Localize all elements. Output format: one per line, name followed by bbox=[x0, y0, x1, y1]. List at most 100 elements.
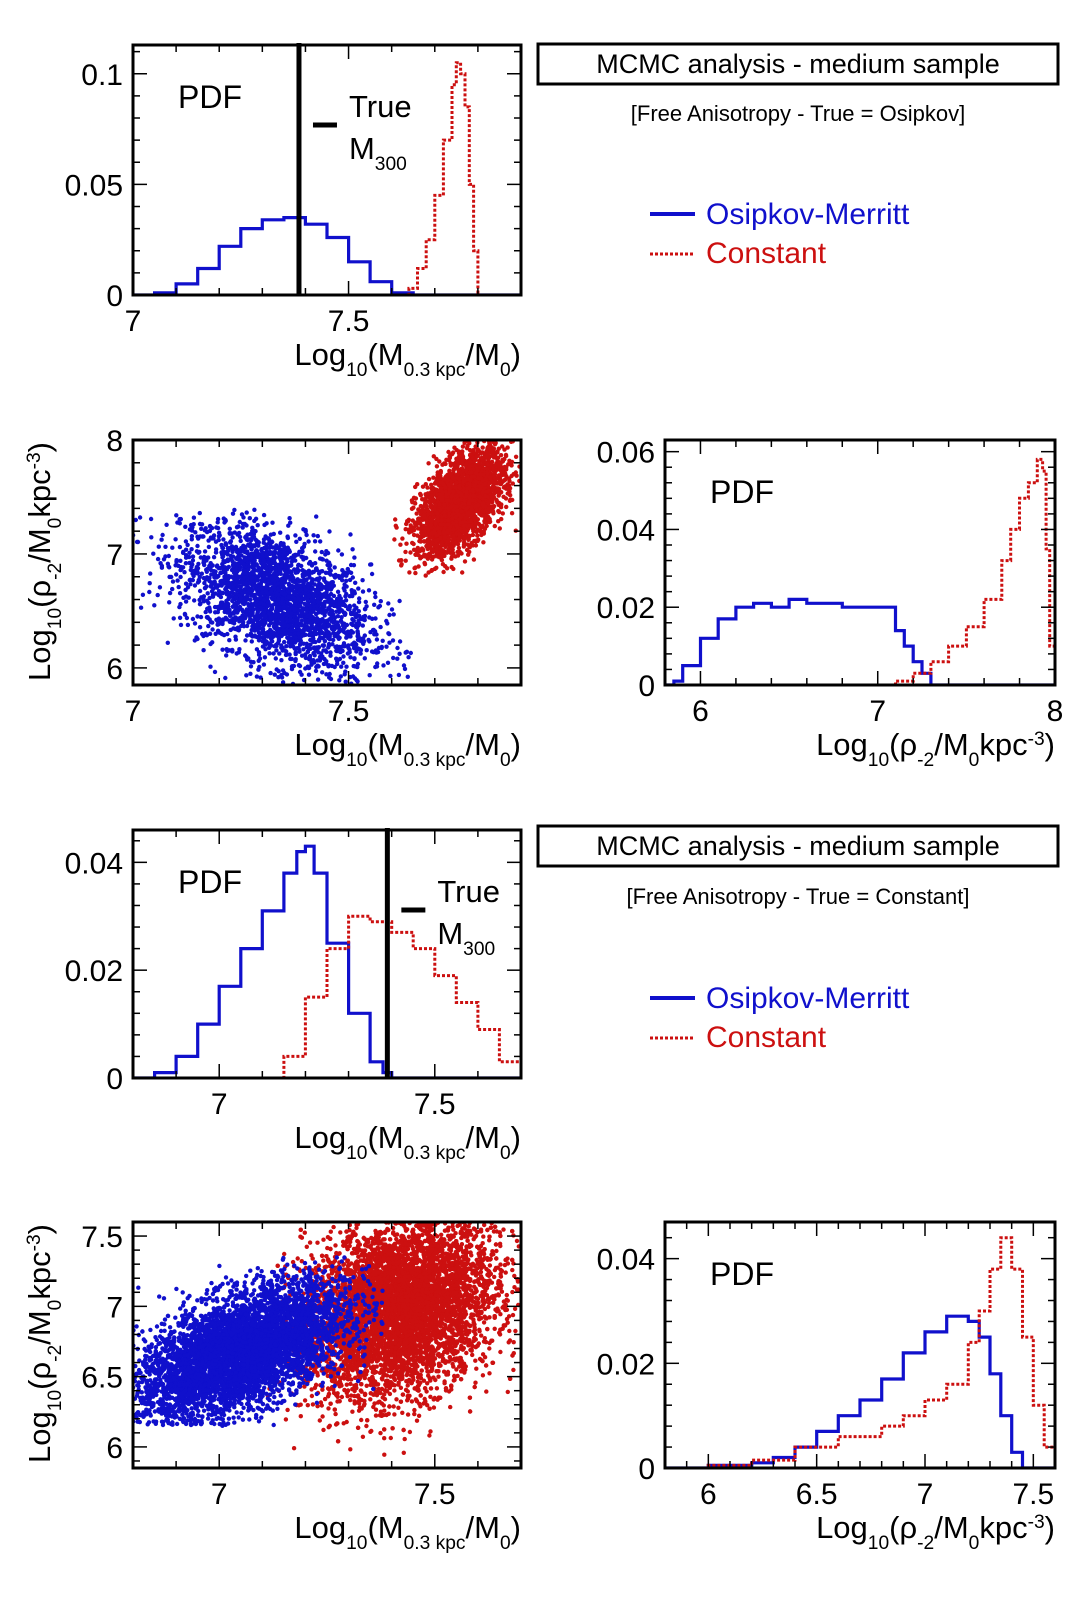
scatter-point bbox=[299, 653, 305, 658]
scatter-point bbox=[350, 630, 356, 635]
scatter-point bbox=[335, 614, 341, 619]
scatter-point bbox=[258, 566, 264, 572]
scatter-point bbox=[252, 507, 257, 512]
scatter-point bbox=[211, 533, 217, 538]
scatter-point bbox=[292, 635, 298, 640]
scatter-point bbox=[331, 637, 336, 643]
scatter-point bbox=[260, 550, 265, 555]
scatter-point bbox=[303, 617, 308, 623]
scatter-point bbox=[279, 672, 284, 678]
scatter-point bbox=[192, 583, 198, 588]
scatter-point bbox=[352, 676, 358, 681]
scatter-point bbox=[302, 569, 307, 574]
scatter-point bbox=[437, 508, 442, 513]
scatter-point bbox=[456, 545, 462, 551]
scatter-point bbox=[491, 504, 497, 509]
scatter-point bbox=[201, 594, 207, 599]
scatter-point bbox=[346, 607, 351, 612]
scatter-point bbox=[486, 510, 491, 515]
scatter-point bbox=[259, 606, 264, 612]
scatter-point bbox=[282, 591, 288, 597]
scatter-point bbox=[199, 571, 204, 576]
plot-p2-data bbox=[133, 440, 521, 685]
scatter-point bbox=[214, 525, 219, 530]
scatter-point bbox=[329, 663, 335, 669]
scatter-point bbox=[374, 637, 380, 642]
scatter-point bbox=[481, 540, 486, 545]
scatter-point bbox=[441, 569, 446, 575]
scatter-point bbox=[308, 637, 313, 643]
scatter-point bbox=[450, 547, 455, 552]
scatter-point bbox=[290, 644, 296, 649]
scatter-point bbox=[306, 665, 311, 671]
scatter-point bbox=[471, 557, 477, 562]
scatter-point bbox=[196, 579, 202, 584]
scatter-point bbox=[330, 599, 335, 604]
scatter-point bbox=[190, 554, 196, 559]
scatter-point bbox=[243, 570, 248, 576]
scatter-point bbox=[265, 600, 271, 606]
scatter-point bbox=[164, 522, 169, 527]
scatter-point bbox=[281, 584, 286, 589]
scatter-point bbox=[285, 534, 290, 539]
scatter-point bbox=[355, 661, 361, 667]
scatter-point bbox=[348, 532, 353, 537]
scatter-point bbox=[231, 610, 236, 615]
scatter-point bbox=[178, 567, 183, 573]
scatter-point bbox=[177, 521, 182, 526]
scatter-point bbox=[495, 449, 500, 454]
scatter-point bbox=[426, 570, 431, 575]
scatter-point bbox=[159, 537, 164, 542]
scatter-point bbox=[297, 614, 302, 619]
scatter-point bbox=[486, 499, 491, 504]
scatter-point bbox=[203, 526, 208, 531]
scatter-point bbox=[232, 617, 238, 623]
scatter-point bbox=[248, 617, 253, 622]
scatter-point bbox=[310, 569, 315, 575]
scatter-point bbox=[377, 603, 383, 609]
scatter-point bbox=[344, 578, 349, 583]
y-tick-label: 0 bbox=[106, 280, 123, 313]
scatter-point bbox=[293, 592, 298, 597]
scatter-point bbox=[315, 596, 320, 602]
scatter-point bbox=[177, 591, 183, 596]
scatter-point bbox=[316, 571, 322, 576]
scatter-point bbox=[201, 648, 206, 653]
scatter-point bbox=[245, 594, 250, 600]
scatter-point bbox=[331, 593, 337, 599]
scatter-point bbox=[167, 600, 172, 605]
scatter-point bbox=[501, 469, 506, 475]
scatter-point bbox=[408, 550, 413, 555]
scatter-point bbox=[341, 660, 346, 665]
scatter-point bbox=[364, 604, 369, 609]
scatter-point bbox=[352, 646, 357, 651]
scatter-point bbox=[177, 544, 183, 550]
scatter-point bbox=[237, 519, 242, 525]
scatter-point bbox=[170, 579, 176, 584]
scatter-point bbox=[276, 669, 281, 674]
scatter-point bbox=[423, 554, 428, 559]
scatter-point bbox=[277, 546, 282, 551]
scatter-point bbox=[339, 608, 345, 613]
scatter-point bbox=[399, 563, 404, 568]
scatter-point bbox=[317, 584, 322, 589]
scatter-point bbox=[451, 527, 456, 532]
scatter-point bbox=[234, 651, 239, 656]
scatter-point bbox=[216, 616, 222, 621]
scatter-point bbox=[353, 641, 358, 646]
scatter-point bbox=[222, 569, 227, 575]
scatter-point bbox=[166, 553, 171, 559]
scatter-point bbox=[308, 610, 314, 615]
scatter-point bbox=[493, 440, 498, 446]
scatter-point bbox=[269, 607, 274, 612]
scatter-point bbox=[482, 513, 487, 518]
scatter-point bbox=[257, 586, 262, 592]
scatter-point bbox=[289, 656, 294, 662]
scatter-point bbox=[209, 572, 214, 577]
scatter-point bbox=[327, 566, 332, 571]
scatter-point bbox=[294, 568, 299, 574]
scatter-point bbox=[267, 641, 273, 647]
scatter-point bbox=[483, 504, 488, 509]
scatter-point bbox=[322, 578, 327, 583]
scatter-point bbox=[205, 606, 210, 611]
